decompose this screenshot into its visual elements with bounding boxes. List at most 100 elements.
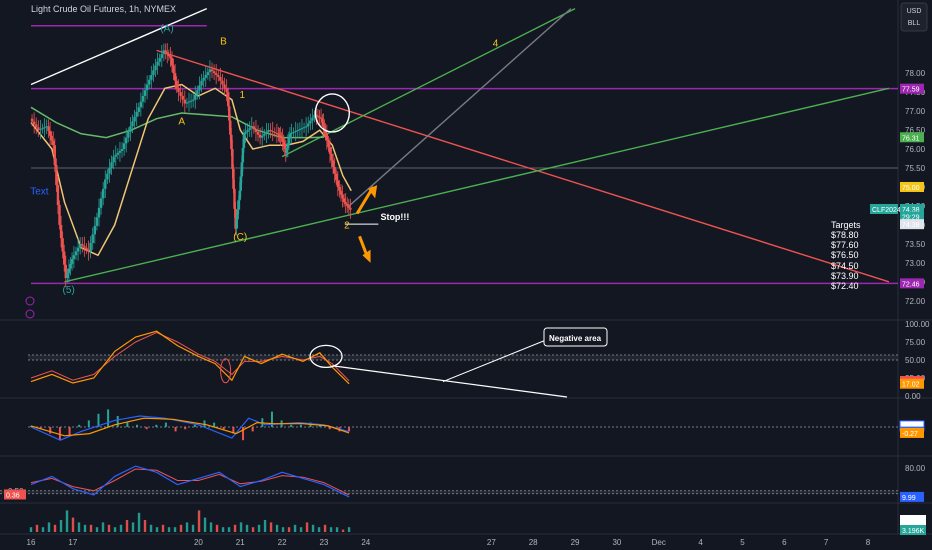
candle-body — [127, 131, 130, 138]
price-label-box — [900, 203, 924, 214]
time-tick-label: 28 — [529, 538, 538, 547]
macd-histogram-bar — [39, 427, 42, 430]
volume-bar — [323, 524, 327, 532]
volume-bar — [329, 527, 333, 532]
volume-bar — [215, 524, 219, 532]
time-tick-label: 23 — [319, 538, 328, 547]
candle-body — [217, 75, 220, 77]
candle-body — [198, 85, 201, 91]
macd-histogram-bar — [193, 424, 196, 427]
candle-body — [78, 243, 82, 248]
candle-body — [120, 149, 124, 151]
wave-label: 1 — [240, 90, 246, 101]
candle-body — [206, 72, 210, 76]
candle-body — [307, 123, 310, 127]
time-tick-label: 20 — [194, 538, 203, 547]
target-down-value: $73.90 — [831, 271, 859, 281]
candle-body — [30, 118, 34, 122]
candle-body — [265, 131, 268, 134]
price-tick-label: 77.00 — [905, 107, 926, 116]
candle-body — [50, 135, 53, 141]
oscillator-band — [28, 354, 898, 360]
candle-body — [58, 205, 61, 225]
time-tick-label: 4 — [698, 538, 703, 547]
price-label-text: CLF2024 — [872, 207, 901, 214]
price-label-text: 75.00 — [902, 185, 920, 192]
candle-body — [181, 95, 184, 100]
candle-body — [347, 205, 350, 208]
candle-body — [285, 148, 289, 153]
macd-histogram-bar — [87, 420, 90, 427]
candle-body — [256, 131, 260, 135]
oscillator-label-text: 17.02 — [902, 382, 920, 389]
candle-body — [338, 186, 341, 191]
candle-body — [324, 130, 327, 134]
volume-bar — [155, 527, 159, 532]
time-tick-label: Dec — [652, 538, 666, 547]
candle-body — [283, 145, 286, 150]
volume-bar — [257, 524, 261, 532]
volume-bar — [47, 522, 51, 532]
candle-body — [158, 57, 161, 62]
volume-bar — [107, 524, 111, 532]
target-up-value: $76.50 — [831, 250, 859, 260]
wave-label: (C) — [233, 232, 247, 243]
stoch-line-red — [30, 468, 350, 496]
volume-bar — [167, 527, 171, 532]
candle-body — [125, 137, 128, 144]
candle-body — [112, 156, 115, 163]
candle-body — [296, 130, 299, 132]
time-tick-label: 5 — [740, 538, 745, 547]
stoch-label-text: 9.99 — [902, 495, 916, 502]
price-label-text: 74.38 — [902, 222, 920, 229]
candle-body — [230, 134, 233, 150]
arrow-up-head — [368, 185, 378, 199]
candle-body — [263, 133, 266, 136]
volume-bar — [293, 524, 297, 532]
candle-body — [236, 209, 239, 220]
price-label-text: 74.38 — [902, 207, 920, 214]
candle-body — [91, 234, 94, 243]
candle-body — [252, 126, 256, 130]
macd-histogram-bar — [184, 427, 187, 430]
oscillator-tick-label: 0.00 — [905, 392, 921, 401]
candle-body — [85, 247, 88, 250]
candle-body — [63, 251, 66, 265]
candle-body — [52, 140, 55, 146]
volume-bar — [311, 524, 315, 532]
currency-button[interactable]: USD BLL — [900, 2, 928, 32]
candle-body — [341, 194, 344, 199]
candle-body — [322, 122, 325, 127]
time-axis[interactable]: 16 17 20 21 22 23 24 27 28 29 30 Dec 4 5 6 7 8 — [27, 538, 871, 547]
volume-bar — [89, 524, 93, 532]
price-tick-label: 78.00 — [905, 69, 926, 78]
candle-body — [298, 129, 302, 131]
macd-label-box — [900, 427, 924, 438]
volume-label-text: 7.467K — [902, 518, 925, 525]
stop-label: Stop!!! — [380, 212, 409, 222]
volume-bar — [317, 527, 321, 532]
candle-body — [76, 247, 80, 252]
wave-label: 4 — [493, 39, 499, 50]
volume-bar — [113, 527, 117, 532]
candle-body — [89, 242, 92, 252]
candle-body — [241, 148, 245, 163]
candle-body — [238, 190, 241, 201]
candle-body — [170, 57, 174, 66]
stoch-line-blue — [30, 465, 350, 498]
macd-histogram-bar — [251, 427, 254, 432]
candle-body — [59, 224, 63, 239]
candle-body — [39, 129, 42, 131]
macd-pane: 0.05-0.21-0.27 — [28, 409, 925, 441]
price-label-box — [900, 181, 924, 192]
candle-body — [214, 73, 218, 76]
macd-histogram-bar — [126, 422, 129, 427]
candle-body — [273, 131, 276, 133]
candle-body — [172, 65, 175, 74]
candle-body — [250, 126, 253, 129]
price-axis[interactable]: 78.0077.5077.0076.5076.0075.5075.0074.50… — [870, 69, 926, 306]
candle-body — [95, 217, 99, 226]
volume-bar — [227, 527, 231, 532]
